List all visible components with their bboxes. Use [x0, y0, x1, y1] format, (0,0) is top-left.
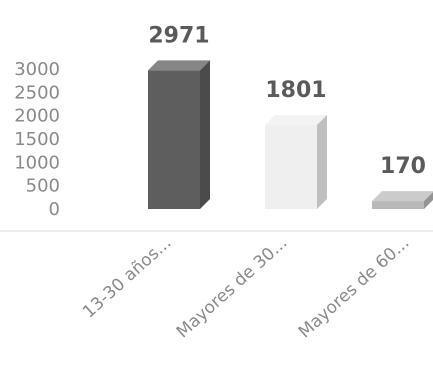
- bar: [148, 60, 210, 209]
- y-tick-label: 1500: [14, 129, 60, 150]
- bar: [372, 191, 433, 209]
- y-tick-label: 2000: [14, 106, 60, 127]
- bars: [148, 60, 433, 209]
- y-tick-label: 1000: [14, 152, 60, 173]
- y-tick-label: 500: [26, 176, 60, 197]
- data-label: 170: [380, 154, 426, 179]
- x-axis-labels: 13-30 años...Mayores de 30... Mayores de …: [79, 233, 413, 342]
- x-tick-label: Mayores de 30...: [173, 233, 291, 342]
- bar: [265, 114, 327, 209]
- data-label: 1801: [265, 78, 326, 103]
- y-tick-label: 3000: [14, 59, 60, 80]
- y-tick-label: 2500: [14, 82, 60, 103]
- x-tick-label: 13-30 años...: [79, 233, 175, 322]
- x-tick-label: Mayores de 60...: [295, 233, 413, 342]
- y-tick-label: 0: [49, 199, 60, 220]
- data-label: 2971: [148, 23, 209, 48]
- data-labels: 2971 1801 170: [148, 23, 426, 179]
